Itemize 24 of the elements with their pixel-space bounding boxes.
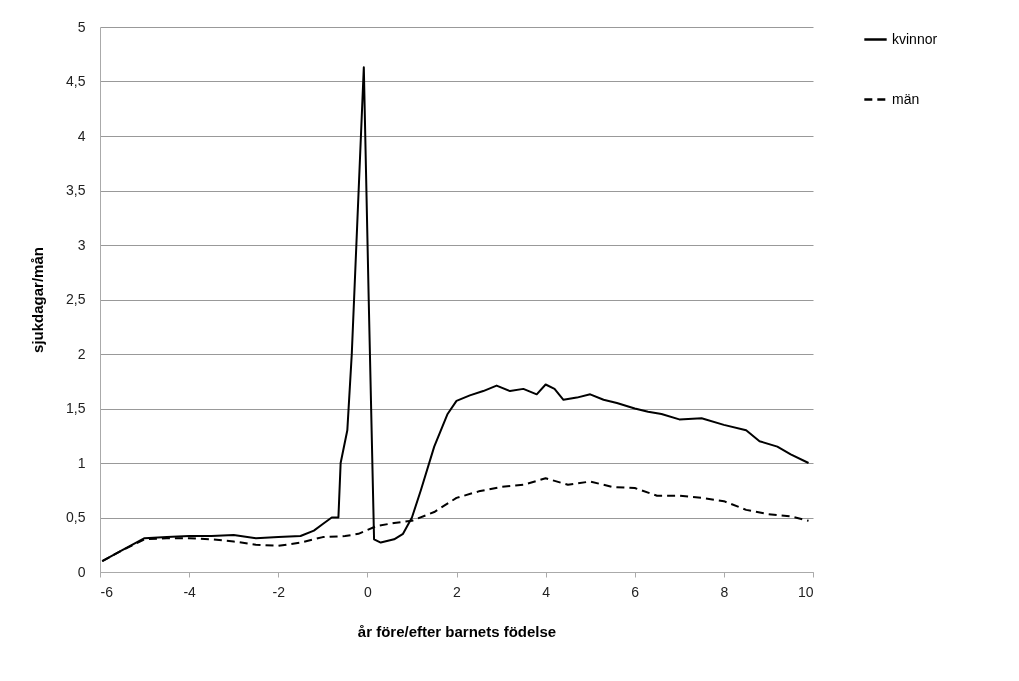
y-tick-label: 2,5 (66, 291, 86, 307)
x-axis-title: år före/efter barnets födelse (357, 622, 557, 640)
y-tick-label: 5 (77, 18, 86, 35)
y-tick-label: 4,5 (66, 73, 86, 89)
y-tick-label: 0,5 (66, 509, 86, 525)
y-tick-label: 0 (77, 563, 86, 580)
y-tick-label: 3,5 (66, 182, 86, 198)
legend-label: kvinnor (892, 30, 938, 47)
y-tick-label: 2 (77, 345, 86, 362)
y-tick-label: 1 (77, 454, 86, 471)
x-tick-label: 10 (797, 583, 814, 600)
x-tick-label: 4 (542, 583, 551, 600)
legend-label: män (892, 90, 920, 107)
y-tick-label: 4 (77, 127, 86, 144)
y-axis-title: sjukdagar/mån (29, 247, 47, 353)
x-tick-label: 2 (453, 583, 462, 600)
x-tick-label: -6 (100, 583, 114, 600)
x-tick-label: 8 (720, 583, 729, 600)
y-tick-label: 3 (77, 236, 86, 253)
x-tick-label: 0 (363, 583, 372, 600)
x-tick-label: 6 (631, 583, 640, 600)
y-tick-label: 1,5 (66, 400, 86, 416)
x-tick-label: -4 (183, 583, 197, 600)
x-tick-label: -2 (272, 583, 286, 600)
